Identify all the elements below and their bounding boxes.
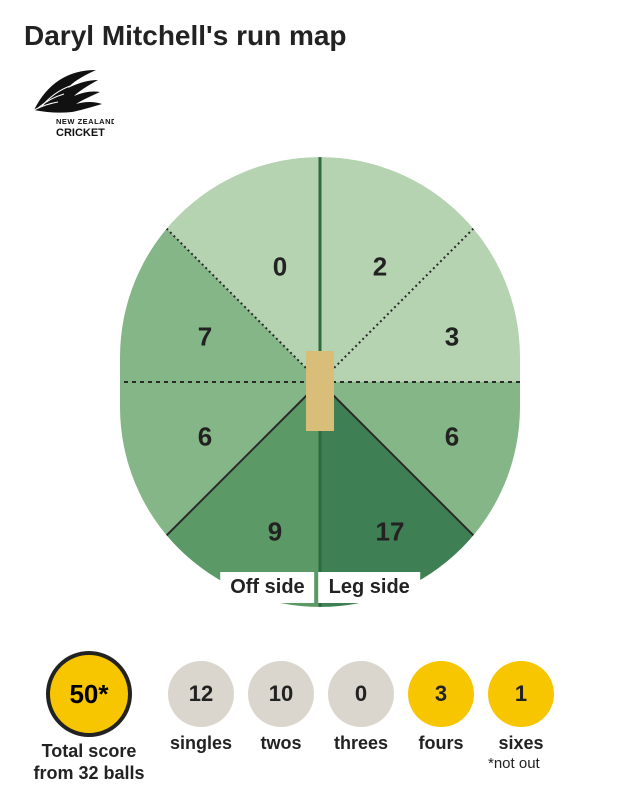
team-logo: NEW ZEALAND CRICKET [24, 62, 114, 147]
stat-threes: 0 threes [328, 661, 394, 754]
pitch [306, 351, 334, 431]
sector-value-leg-long: 17 [376, 517, 405, 548]
run-map-field: 0 2 7 3 6 6 9 17 Off side Leg side [100, 137, 540, 627]
stat-sixes: 1 sixes [488, 661, 554, 754]
sector-value-off-long: 9 [268, 517, 282, 548]
total-score-label: Total score from 32 balls [33, 741, 144, 784]
off-side-label: Off side [220, 572, 314, 603]
stat-fours-circle: 3 [408, 661, 474, 727]
sector-value-off-cover: 0 [273, 252, 287, 283]
sector-value-leg-fine: 6 [445, 422, 459, 453]
stat-twos-circle: 10 [248, 661, 314, 727]
svg-text:CRICKET: CRICKET [56, 127, 105, 139]
stat-fours: 3 fours [408, 661, 474, 754]
side-labels: Off side Leg side [220, 572, 420, 603]
breakdown-stats: 12 singles 10 twos 0 threes 3 fours 1 si… [168, 651, 554, 754]
sector-value-leg-square: 3 [445, 322, 459, 353]
stat-twos: 10 twos [248, 661, 314, 754]
total-score-circle: 50* [46, 651, 132, 737]
stat-sixes-circle: 1 [488, 661, 554, 727]
stat-twos-label: twos [260, 733, 301, 754]
leg-side-label: Leg side [319, 572, 420, 603]
sector-value-off-third: 6 [198, 422, 212, 453]
svg-text:NEW ZEALAND: NEW ZEALAND [56, 117, 114, 126]
stat-singles-label: singles [170, 733, 232, 754]
total-score-value: 50* [69, 679, 108, 710]
chart-title: Daryl Mitchell's run map [24, 20, 616, 52]
stat-threes-label: threes [334, 733, 388, 754]
sector-value-off-point: 7 [198, 322, 212, 353]
stat-singles-circle: 12 [168, 661, 234, 727]
stat-singles: 12 singles [168, 661, 234, 754]
summary-row: 50* Total score from 32 balls 12 singles… [24, 651, 616, 784]
stat-threes-circle: 0 [328, 661, 394, 727]
total-score-block: 50* Total score from 32 balls [24, 651, 154, 784]
sector-value-leg-cover: 2 [373, 252, 387, 283]
stat-sixes-label: sixes [498, 733, 543, 754]
not-out-footnote: *not out [488, 755, 540, 772]
field-oval [100, 137, 540, 627]
stat-fours-label: fours [419, 733, 464, 754]
